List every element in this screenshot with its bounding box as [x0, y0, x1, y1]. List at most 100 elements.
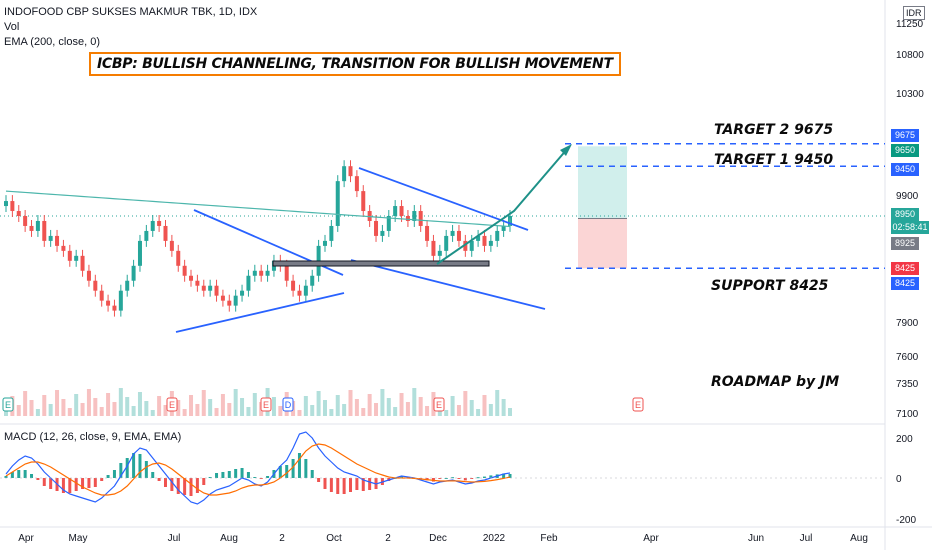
event-marker-box	[632, 397, 644, 412]
candle-body	[374, 220, 379, 236]
macd-histogram-bar	[489, 475, 493, 478]
candle-body	[386, 216, 391, 231]
macd-histogram-bar	[4, 476, 8, 478]
channel-lower-line	[350, 259, 546, 310]
candle-body	[169, 240, 174, 251]
candle-body	[297, 290, 302, 296]
volume-bar	[42, 395, 47, 416]
volume-bar	[144, 401, 149, 416]
candle-body	[195, 280, 200, 286]
candle-body	[61, 245, 66, 251]
price-tick-label: 10300	[896, 89, 924, 100]
macd-histogram-bar	[444, 478, 448, 479]
candle-body	[80, 255, 85, 271]
candle-body	[99, 290, 104, 301]
volume-bar	[16, 405, 21, 416]
candle-body	[16, 211, 21, 216]
macd-histogram-bar	[125, 458, 129, 478]
time-tick-label: 2	[385, 533, 391, 544]
price-badge-9675: 9675	[891, 129, 919, 142]
target1-label[interactable]: TARGET 1 9450	[714, 152, 834, 168]
macd-histogram-bar	[310, 470, 314, 478]
volume-bar	[240, 398, 245, 416]
volume-bar	[412, 388, 417, 416]
volume-bar	[456, 405, 461, 416]
macd-histogram-bar	[297, 453, 301, 478]
volume-bar	[208, 399, 213, 416]
roadmap-label[interactable]: ROADMAP by JM	[711, 374, 840, 390]
candle-body	[444, 235, 449, 251]
candle-body	[322, 240, 327, 246]
macd-histogram-bar	[278, 466, 282, 478]
currency-badge[interactable]: IDR	[903, 6, 925, 20]
event-marker-box	[282, 397, 294, 412]
candle-body	[10, 201, 15, 212]
macd-histogram-bar	[234, 469, 238, 478]
candle-body	[335, 181, 340, 226]
candle-body	[208, 285, 213, 291]
candle-body	[112, 305, 117, 311]
macd-histogram-bar	[49, 478, 53, 489]
event-marker: E	[433, 397, 445, 412]
candle-body	[495, 230, 500, 241]
macd-histogram-bar	[240, 468, 244, 478]
macd-histogram-bar	[30, 474, 34, 478]
candle-body	[303, 285, 308, 296]
macd-histogram-bar	[253, 477, 257, 478]
macd-histogram-bar	[208, 477, 212, 478]
macd-histogram-bar	[215, 473, 219, 478]
macd-histogram-bar	[68, 478, 72, 493]
idea-title-box[interactable]: ICBP: BULLISH CHANNELING, TRANSITION FOR…	[89, 52, 621, 76]
macd-histogram-bar	[17, 470, 21, 478]
countdown-badge: 02:58:41	[891, 221, 929, 234]
candle-body	[42, 220, 47, 241]
volume-bar	[271, 397, 276, 416]
macd-histogram-bar	[451, 477, 455, 479]
candle-body	[380, 230, 385, 236]
macd-histogram-bar	[195, 478, 199, 493]
time-tick-label: Dec	[429, 533, 447, 544]
volume-bar	[425, 406, 430, 416]
volume-bar	[137, 392, 142, 416]
volume-bar	[335, 395, 340, 416]
ema-line	[5, 190, 511, 228]
macd-histogram-bar	[342, 478, 346, 494]
macd-histogram-bar	[183, 478, 187, 495]
volume-bar	[201, 390, 206, 416]
macd-histogram-bar	[151, 472, 155, 478]
macd-histogram-bar	[36, 478, 40, 480]
volume-bar	[99, 407, 104, 416]
macd-histogram-bar	[304, 459, 308, 478]
macd-histogram-bar	[112, 470, 116, 478]
volume-bar	[450, 396, 455, 416]
price-badge-8425-red: 8425	[891, 262, 919, 275]
volume-bar	[80, 403, 85, 416]
event-marker: E	[260, 397, 272, 412]
macd-histogram-bar	[463, 478, 467, 481]
candle-body	[310, 275, 315, 286]
candle-body	[252, 270, 257, 276]
price-tick-label: 10800	[896, 50, 924, 61]
target2-label[interactable]: TARGET 2 9675	[714, 122, 834, 138]
macd-histogram-bar	[144, 461, 148, 478]
macd-histogram-bar	[259, 478, 263, 479]
time-tick-label: Aug	[220, 533, 238, 544]
event-marker-box	[2, 397, 14, 412]
event-marker-label: E	[5, 400, 11, 410]
candle-body	[240, 290, 245, 296]
candle-body	[189, 275, 194, 281]
candle-body	[182, 265, 187, 276]
price-tick-label: 11250	[896, 19, 924, 30]
candle-body	[425, 225, 430, 241]
candle-body	[329, 225, 334, 241]
projection-arrow	[436, 147, 569, 265]
support-label[interactable]: SUPPORT 8425	[711, 278, 829, 294]
time-tick-label: Jul	[168, 533, 181, 544]
volume-bar	[444, 410, 449, 416]
candle-body	[220, 295, 225, 301]
time-tick-label: 2	[279, 533, 285, 544]
volume-bar	[501, 399, 506, 416]
volume-bar	[23, 391, 28, 416]
